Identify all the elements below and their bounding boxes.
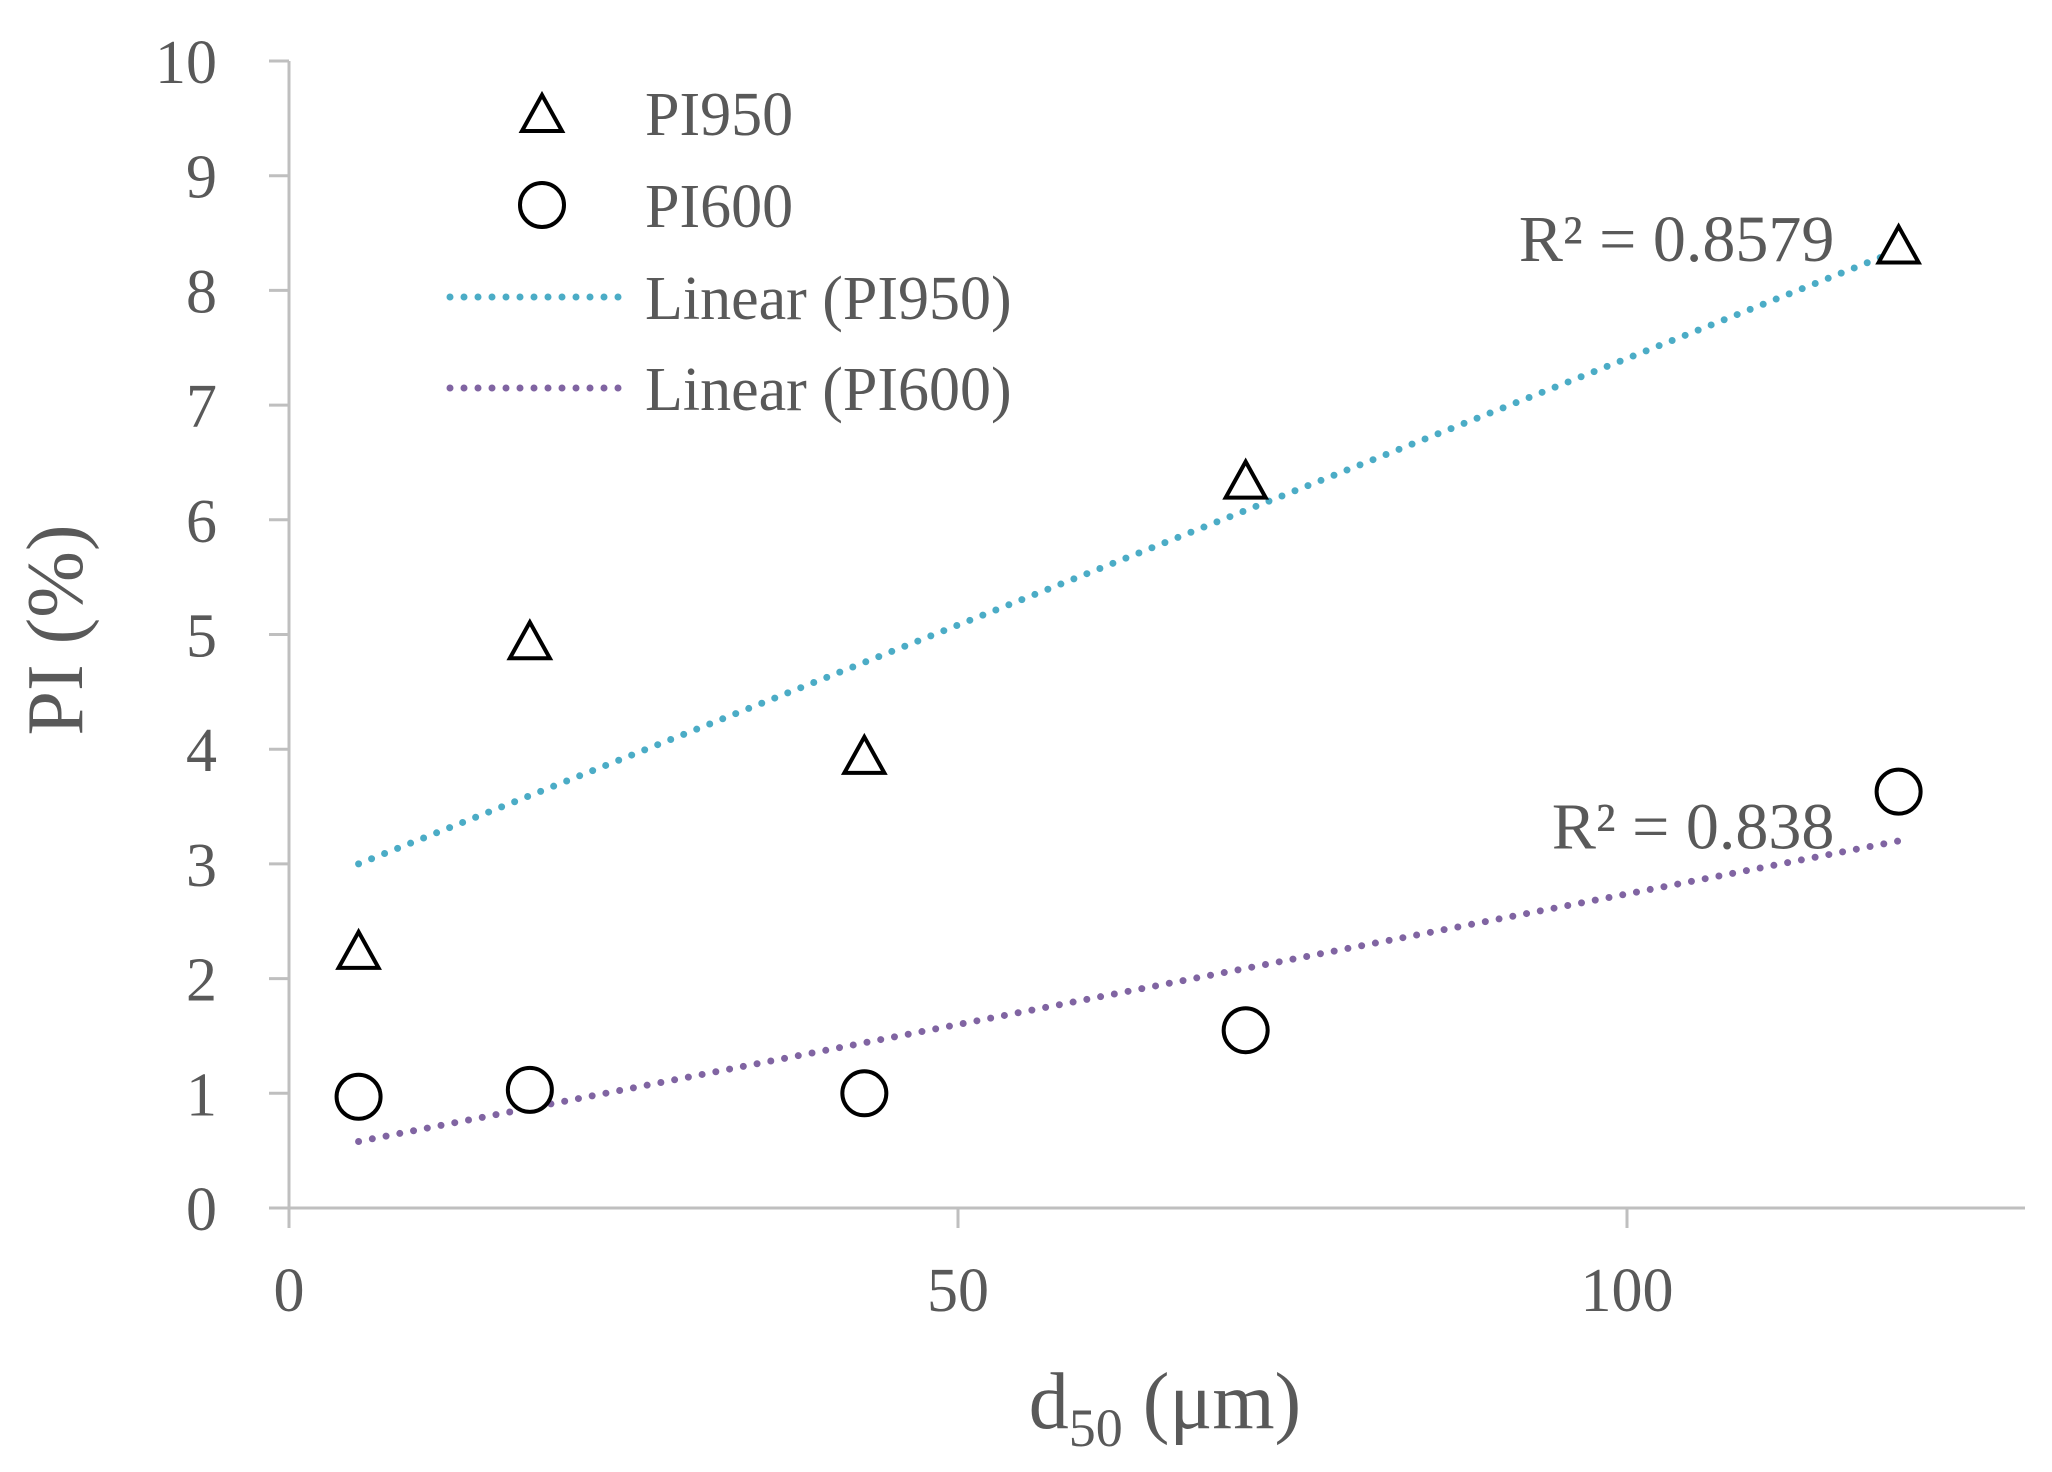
y-tick-label: 5 — [186, 603, 217, 671]
legend-label: Linear (PI600) — [645, 356, 1012, 424]
y-tick-label: 7 — [186, 373, 217, 441]
trendline-pi950 — [355, 246, 1903, 868]
x-axis-title-main: d — [1029, 1358, 1069, 1446]
pi600-point — [840, 1069, 889, 1118]
y-tick-label: 10 — [155, 29, 217, 97]
pi950-point — [335, 927, 382, 970]
legend-circle-icon — [518, 181, 566, 229]
pi950-point — [1875, 222, 1923, 265]
y-axis-title: PI (%) — [12, 524, 100, 735]
pi950-point — [1222, 457, 1270, 500]
x-tick-label: 0 — [274, 1257, 305, 1325]
x-axis-title-unit: (μm) — [1123, 1358, 1301, 1446]
y-tick-label: 2 — [186, 947, 217, 1015]
x-axis-title: d50 (μm) — [1029, 1358, 1301, 1458]
legend-triangle-icon — [518, 90, 566, 133]
pi600-point — [1874, 767, 1923, 816]
legend-label: Linear (PI950) — [645, 265, 1012, 333]
x-tick-label: 100 — [1581, 1257, 1674, 1325]
trendline-pi600 — [355, 837, 1903, 1145]
pi600-point — [334, 1072, 383, 1121]
trendline-layer — [355, 246, 1903, 1145]
y-tick-label: 3 — [186, 832, 217, 900]
y-tick-label: 9 — [186, 144, 217, 212]
legend: PI950 PI600 Linear (PI950) Linear (PI600) — [446, 81, 1012, 424]
x-axis-title-subscript: 50 — [1069, 1398, 1123, 1458]
pi600-point — [1221, 1006, 1270, 1055]
y-tick-label: 4 — [186, 717, 217, 785]
pi600-point — [505, 1065, 554, 1114]
legend-label: PI600 — [645, 173, 793, 241]
marker-layer — [334, 222, 1923, 1121]
y-tick-label: 0 — [186, 1176, 217, 1244]
y-tick-label: 6 — [186, 488, 217, 556]
r2-label-pi950: R² = 0.8579 — [1519, 203, 1835, 276]
pi950-point — [840, 732, 888, 775]
r2-label-layer: R² = 0.8579 R² = 0.838 — [1519, 203, 1835, 863]
y-tick-label: 8 — [186, 258, 217, 326]
y-tick-label: 1 — [186, 1061, 217, 1129]
r2-label-pi600: R² = 0.838 — [1552, 790, 1835, 863]
pi950-point — [506, 618, 554, 661]
legend-label: PI950 — [645, 81, 793, 149]
x-tick-label: 50 — [927, 1257, 989, 1325]
